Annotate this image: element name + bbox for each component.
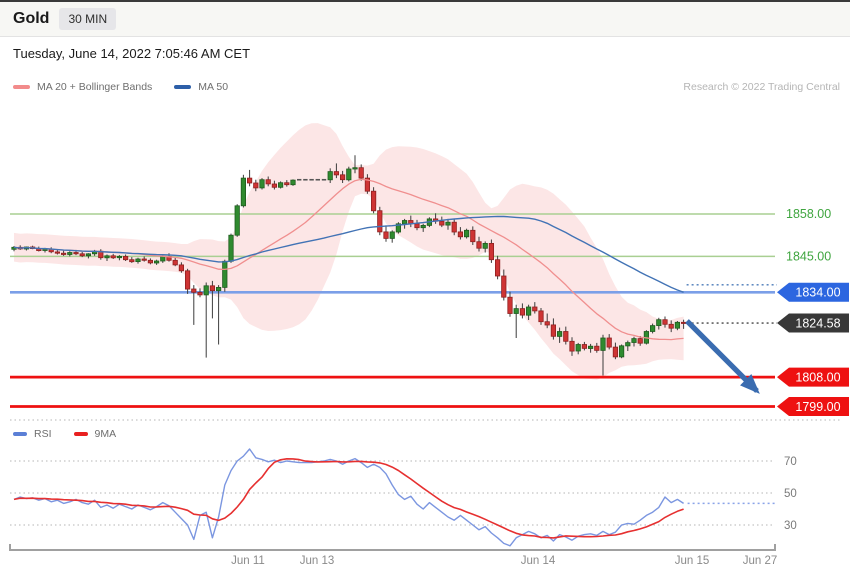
svg-text:1858.00: 1858.00 xyxy=(786,207,831,221)
svg-text:1824.58: 1824.58 xyxy=(795,316,840,330)
svg-text:1808.00: 1808.00 xyxy=(795,371,840,385)
dotted-connectors xyxy=(10,284,841,421)
svg-text:1845.00: 1845.00 xyxy=(786,250,831,264)
legend-item-9ma: 9MA xyxy=(73,428,117,440)
main-chart-legend: MA 20 + Bollinger Bands MA 50 Research ©… xyxy=(13,81,840,93)
rsi-panel: 70 50 30 xyxy=(10,448,797,547)
ma50-swatch-icon xyxy=(174,85,192,89)
svg-text:Jun 15: Jun 15 xyxy=(675,555,710,567)
svg-text:Jun 13: Jun 13 xyxy=(300,555,335,567)
ma-lines xyxy=(13,178,684,341)
level-lines xyxy=(10,213,775,408)
svg-text:30: 30 xyxy=(784,520,797,532)
page-title: Gold xyxy=(13,10,50,27)
legend-item-ma20-bollinger: MA 20 + Bollinger Bands xyxy=(13,81,152,93)
legend-item-rsi: RSI xyxy=(13,428,52,440)
header-bar: Gold 30 MIN xyxy=(0,2,850,37)
svg-text:50: 50 xyxy=(784,488,797,500)
legend-item-ma50: MA 50 xyxy=(174,81,228,93)
bollinger-band xyxy=(14,123,684,380)
svg-text:Jun 14: Jun 14 xyxy=(521,555,556,567)
candles-layer xyxy=(11,155,687,376)
x-axis: Jun 11 Jun 13 Jun 14 Jun 15 Jun 27 xyxy=(9,544,778,567)
svg-text:Jun 11: Jun 11 xyxy=(231,555,265,567)
svg-text:Jun 27: Jun 27 xyxy=(743,555,778,567)
legend-label: RSI xyxy=(34,428,52,440)
watermark-text: Research © 2022 Trading Central xyxy=(683,81,840,93)
forecast-arrow xyxy=(685,319,760,394)
legend-label: 9MA xyxy=(94,428,117,440)
svg-text:70: 70 xyxy=(784,456,797,468)
timeframe-badge[interactable]: 30 MIN xyxy=(59,8,117,30)
datetime-text: Tuesday, June 14, 2022 7:05:46 AM CET xyxy=(13,46,251,61)
svg-text:1834.00: 1834.00 xyxy=(795,286,840,300)
legend-label: MA 20 + Bollinger Bands xyxy=(37,81,153,93)
nine-ma-swatch-icon xyxy=(73,432,88,436)
svg-text:1799.00: 1799.00 xyxy=(795,400,840,414)
rsi-swatch-icon xyxy=(13,432,27,436)
ma20-bollinger-swatch-icon xyxy=(13,85,30,89)
rsi-legend: RSI 9MA xyxy=(13,428,138,440)
level-labels: 1858.00 1845.00 1834.00 1824.58 1808.00 1799.… xyxy=(777,207,849,417)
legend-label: MA 50 xyxy=(198,81,229,93)
